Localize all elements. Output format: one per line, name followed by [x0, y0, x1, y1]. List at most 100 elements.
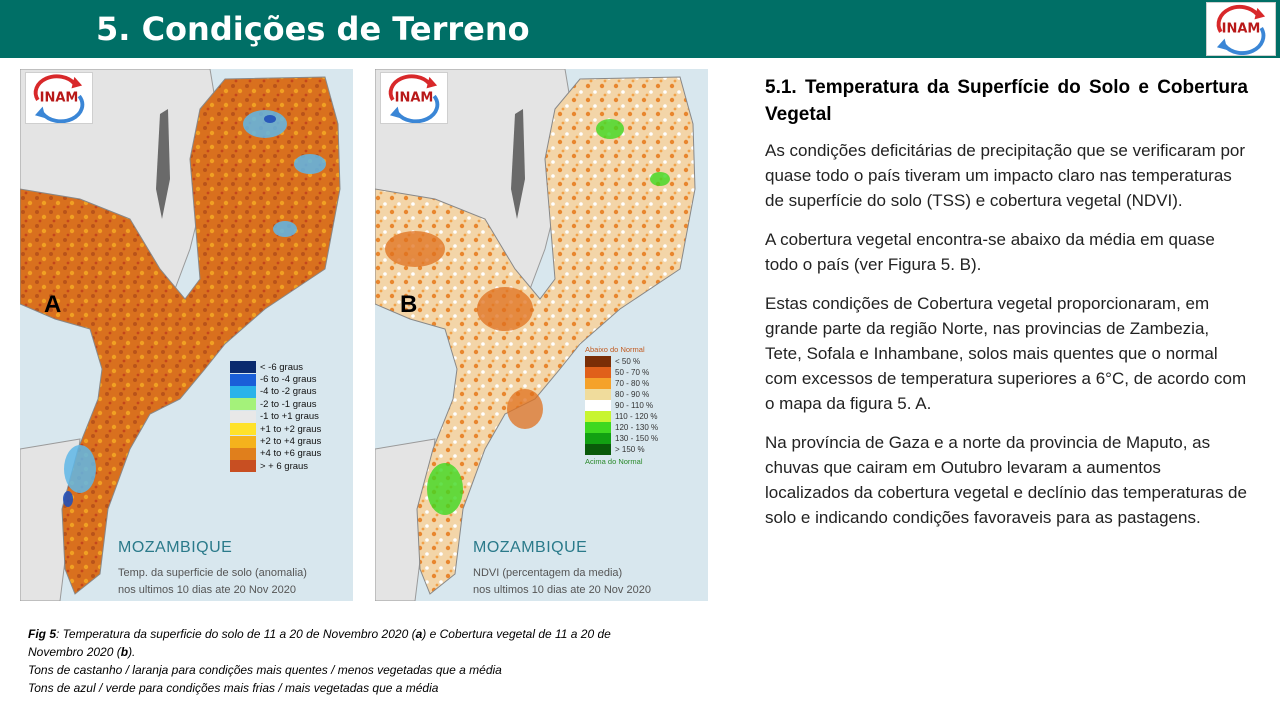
mozambique-lst-map — [20, 69, 353, 601]
title-bar: 5. Condições de Terreno INAM — [0, 0, 1280, 58]
paragraph: A cobertura vegetal encontra-se abaixo d… — [765, 230, 1215, 274]
legend-label: -4 to -2 graus — [260, 386, 317, 398]
logo-arrows-icon — [388, 74, 440, 123]
legend-item: < -6 graus — [230, 361, 321, 374]
legend-swatch — [230, 410, 256, 423]
caption-text: ) e Cobertura vegetal de 11 a 20 de Nove… — [28, 627, 611, 659]
map-panel-b: INAM B Abaixo do Normal < 50 % 50 - 70 % 7… — [375, 69, 708, 601]
legend-label: < -6 graus — [260, 361, 304, 373]
caption-ref-a: a — [415, 627, 423, 641]
legend-swatch — [585, 444, 611, 455]
figure-label: Fig 5 — [28, 627, 57, 641]
legend-swatch — [230, 460, 256, 473]
legend-swatch — [585, 389, 611, 400]
lst-legend: < -6 graus -6 to -4 graus -4 to -2 graus -2… — [230, 361, 321, 473]
panel-letter-b: B — [400, 291, 418, 318]
legend-label: < 50 % — [615, 357, 641, 366]
legend-label: 120 - 130 % — [615, 423, 659, 432]
legend-swatch — [585, 356, 611, 367]
map-caption: Temp. da superficie de solo (anomalia) n… — [118, 565, 307, 599]
legend-label: 90 - 110 % — [615, 401, 654, 410]
legend-swatch — [230, 398, 256, 411]
inam-logo: INAM — [380, 72, 448, 124]
legend-label: 50 - 70 % — [615, 368, 650, 377]
section-title: 5.1. Temperatura da Superfície do Solo e… — [765, 77, 1248, 125]
legend-item: +4 to +6 graus — [230, 447, 322, 460]
caption-text: : Temperatura da superficie do solo de 1… — [56, 627, 416, 641]
caption-text: ). — [128, 645, 136, 659]
legend-label: +2 to +4 graus — [260, 436, 322, 448]
legend-item: 120 - 130 % — [585, 422, 658, 433]
legend-label: 70 - 80 % — [615, 379, 650, 388]
legend-item: -2 to -1 graus — [230, 398, 321, 411]
ndvi-legend-rows: < 50 % 50 - 70 % 70 - 80 % 80 - 90 % 90 - 11… — [585, 356, 658, 455]
map-caption-line: nos ultimos 10 dias ate 20 Nov 2020 — [118, 584, 296, 596]
legend-swatch — [230, 373, 256, 386]
map-panel-a: INAM A < -6 graus -6 to -4 graus -4 to -2 … — [20, 69, 353, 601]
inam-logo: INAM — [1206, 2, 1276, 56]
legend-label: 130 - 150 % — [615, 434, 659, 443]
paragraph: As condições deficitárias de precipitaçã… — [765, 141, 1246, 210]
legend-item: +2 to +4 graus — [230, 435, 322, 448]
legend-swatch — [585, 400, 611, 411]
map-country-label: MOZAMBIQUE — [473, 539, 588, 556]
legend-swatch — [230, 423, 256, 436]
map-caption: NDVI (percentagem da media) nos ultimos … — [473, 565, 651, 599]
legend-label: -6 to -4 graus — [260, 374, 317, 386]
panel-letter-a: A — [44, 291, 62, 318]
figure-caption-line2: Tons de castanho / laranja para condiçõe… — [28, 663, 502, 677]
mozambique-ndvi-map — [375, 69, 708, 601]
paragraph: Estas condições de Cobertura vegetal pro… — [765, 294, 1247, 413]
legend-label: 80 - 90 % — [615, 390, 650, 399]
legend-header-below: Abaixo do Normal — [585, 345, 645, 354]
legend-item: -6 to -4 graus — [230, 373, 321, 386]
legend-item: 110 - 120 % — [585, 411, 658, 422]
legend-label: > + 6 graus — [260, 460, 309, 472]
figure-caption-line3: Tons de azul / verde para condições mais… — [28, 681, 439, 695]
logo-text: INAM — [39, 90, 79, 106]
logo-text: INAM — [394, 90, 434, 106]
legend-item: -4 to -2 graus — [230, 385, 321, 398]
legend-item: > 150 % — [585, 444, 658, 455]
legend-swatch — [585, 422, 611, 433]
map-caption-line: NDVI (percentagem da media) — [473, 567, 623, 579]
figure-caption: Fig 5: Temperatura da superficie do solo… — [28, 625, 628, 697]
legend-label: -1 to +1 graus — [260, 411, 319, 423]
legend-item: > + 6 graus — [230, 460, 321, 473]
legend-swatch — [585, 378, 611, 389]
legend-item: +1 to +2 graus — [230, 423, 322, 436]
legend-swatch — [230, 447, 256, 460]
legend-label: -2 to -1 graus — [260, 398, 317, 410]
paragraph: Na província de Gaza e a norte da provin… — [765, 433, 1247, 527]
legend-swatch — [230, 435, 256, 448]
logo-arrows-icon — [33, 74, 85, 123]
legend-item: < 50 % — [585, 356, 658, 367]
map-country-label: MOZAMBIQUE — [118, 539, 233, 556]
legend-item: 70 - 80 % — [585, 378, 658, 389]
text-column: 5.1. Temperatura da Superfície do Solo e… — [765, 74, 1248, 544]
legend-item: 90 - 110 % — [585, 400, 658, 411]
legend-swatch — [585, 433, 611, 444]
legend-item: 50 - 70 % — [585, 367, 658, 378]
map-caption-line: nos ultimos 10 dias ate 20 Nov 2020 — [473, 584, 651, 596]
legend-item: 130 - 150 % — [585, 433, 658, 444]
legend-swatch — [585, 411, 611, 422]
legend-swatch — [230, 361, 256, 374]
legend-label: +1 to +2 graus — [260, 423, 322, 435]
ndvi-legend: Abaixo do Normal < 50 % 50 - 70 % 70 - 80 … — [585, 345, 658, 466]
legend-label: > 150 % — [615, 445, 645, 454]
legend-swatch — [585, 367, 611, 378]
legend-label: +4 to +6 graus — [260, 448, 322, 460]
legend-label: 110 - 120 % — [615, 412, 658, 421]
logo-arrows-icon — [1216, 4, 1266, 55]
figure-caption-line1: Fig 5: Temperatura da superficie do solo… — [28, 625, 628, 661]
inam-logo: INAM — [25, 72, 93, 124]
legend-item: 80 - 90 % — [585, 389, 658, 400]
logo-text: INAM — [1221, 21, 1261, 37]
legend-swatch — [230, 385, 256, 398]
map-caption-line: Temp. da superficie de solo (anomalia) — [118, 567, 307, 579]
caption-ref-b: b — [120, 645, 129, 659]
legend-item: -1 to +1 graus — [230, 410, 321, 423]
page-title: 5. Condições de Terreno — [96, 10, 530, 48]
legend-header-above: Acima do Normal — [585, 457, 643, 466]
